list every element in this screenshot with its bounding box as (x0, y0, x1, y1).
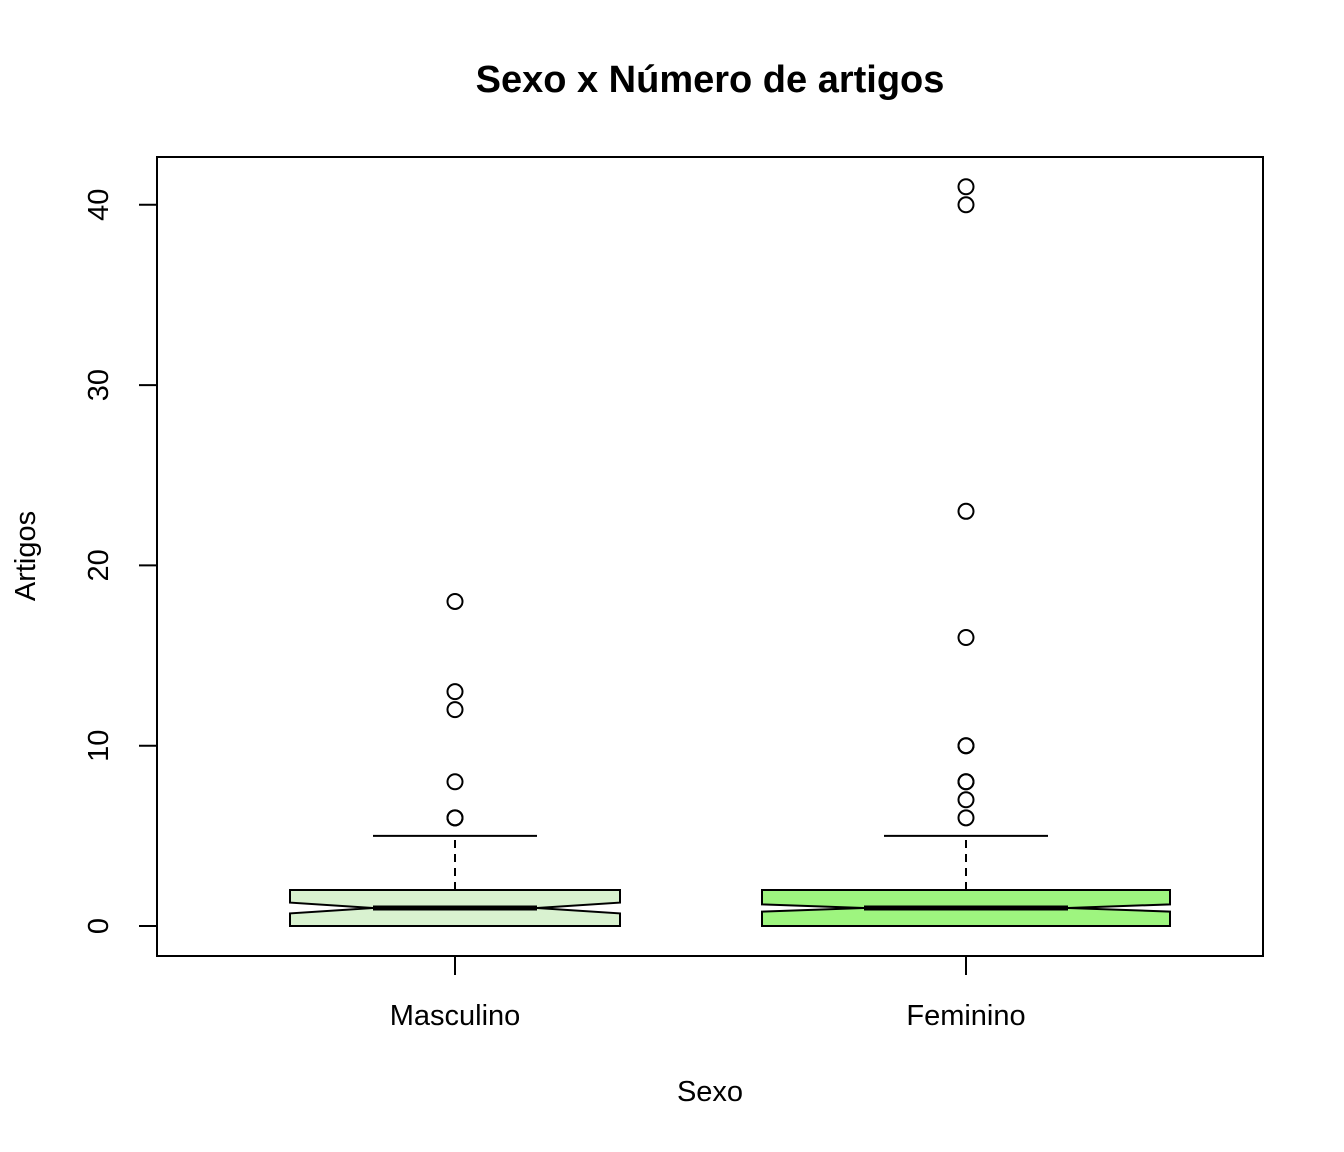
y-tick-label: 30 (83, 369, 115, 401)
y-tick-label: 10 (83, 730, 115, 762)
outlier-point (957, 737, 975, 755)
outlier-point (446, 701, 464, 719)
outlier-point (957, 791, 975, 809)
outlier-point (957, 178, 975, 196)
outlier-point (957, 629, 975, 647)
outlier-point (957, 196, 975, 214)
outlier-point (446, 683, 464, 701)
outlier-point (957, 502, 975, 520)
x-tick-label: Masculino (390, 1000, 521, 1032)
y-tick-label: 40 (83, 189, 115, 221)
chart-marks: 0 10 20 30 40 Masculino Feminino (83, 178, 1171, 1032)
y-tick-label: 0 (83, 918, 115, 934)
outlier-point (446, 592, 464, 610)
outlier-point (957, 773, 975, 791)
outlier-point (957, 809, 975, 827)
x-tick-label: Feminino (906, 1000, 1025, 1032)
outlier-point (446, 773, 464, 791)
x-axis-label: Sexo (677, 1076, 743, 1108)
chart-title: Sexo x Número de artigos (476, 59, 945, 101)
y-axis-label: Artigos (10, 511, 42, 601)
plot-frame (156, 156, 1264, 957)
outlier-point (446, 809, 464, 827)
y-tick-label: 20 (83, 549, 115, 581)
